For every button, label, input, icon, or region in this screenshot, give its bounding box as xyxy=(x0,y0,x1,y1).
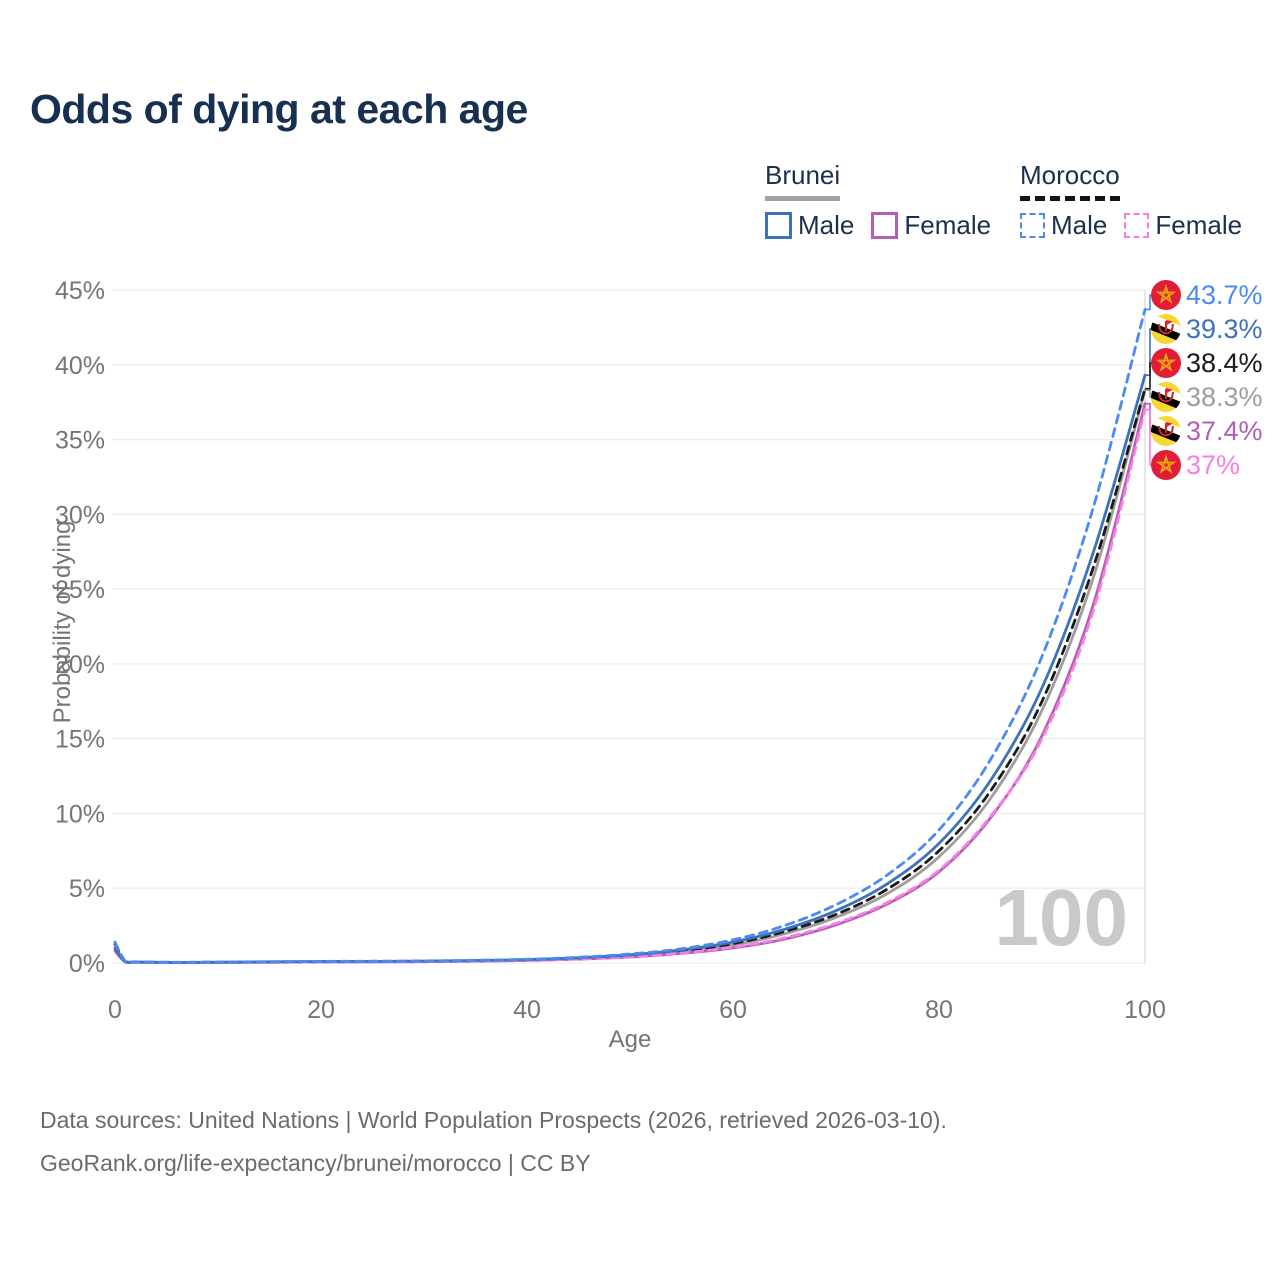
legend-item-label: Female xyxy=(1155,210,1243,240)
legend-item-label: Male xyxy=(1051,210,1108,240)
y-tick-label-40: 40% xyxy=(55,352,105,380)
x-tick-label-40: 40 xyxy=(513,996,541,1024)
y-tick-label-20: 20% xyxy=(55,651,105,679)
end-label-value-brunei-female: 37.4% xyxy=(1186,416,1263,446)
x-tick-label-20: 20 xyxy=(307,996,335,1024)
series-line-morocco-male[interactable] xyxy=(113,308,1147,964)
legend-item-morocco-male[interactable]: Male xyxy=(1020,210,1107,241)
legend-morocco-label[interactable]: Morocco xyxy=(1020,160,1120,201)
legend-brunei-label[interactable]: Brunei xyxy=(765,160,841,201)
flag-morocco-icon xyxy=(1150,347,1182,379)
x-tick-label-80: 80 xyxy=(925,996,953,1024)
y-tick-label-25: 25% xyxy=(55,576,105,604)
flag-morocco-icon xyxy=(1150,279,1182,311)
end-label-value-morocco-both: 38.4% xyxy=(1186,348,1263,378)
x-tick-label-100: 100 xyxy=(1124,996,1166,1024)
flag-brunei-icon xyxy=(1145,382,1188,412)
y-tick-label-0: 0% xyxy=(69,950,105,978)
data-sources-line: Data sources: United Nations | World Pop… xyxy=(40,1107,947,1133)
legend-morocco-items: Male Female xyxy=(1020,210,1242,241)
legend-group-morocco: Morocco Male Female xyxy=(1020,160,1242,241)
legend-item-brunei-female[interactable]: Female xyxy=(871,210,991,241)
y-axis-title: Probability of dying xyxy=(49,520,76,724)
legend-item-label: Female xyxy=(904,210,992,240)
flag-morocco-icon xyxy=(1150,449,1182,481)
y-tick-label-35: 35% xyxy=(55,427,105,455)
end-label-connector-brunei-male xyxy=(1145,328,1153,376)
flag-brunei-icon xyxy=(1145,314,1188,344)
series-line-brunei-both[interactable] xyxy=(113,388,1147,964)
end-label-value-brunei-both: 38.3% xyxy=(1186,382,1263,412)
legend-group-brunei: Brunei Male Female xyxy=(765,160,991,241)
flag-brunei-icon xyxy=(1145,416,1188,446)
hover-age-indicator: 100 xyxy=(994,873,1128,962)
y-tick-label-5: 5% xyxy=(69,875,105,903)
end-label-value-morocco-female: 37% xyxy=(1186,450,1240,480)
y-tick-label-10: 10% xyxy=(55,800,105,828)
brunei-male-swatch-icon xyxy=(765,212,792,239)
brunei-female-swatch-icon xyxy=(871,212,899,239)
page-title: Odds of dying at each age xyxy=(30,86,528,132)
series-line-morocco-female[interactable] xyxy=(113,408,1147,964)
end-label-value-brunei-male: 39.3% xyxy=(1186,314,1263,344)
y-tick-label-30: 30% xyxy=(55,501,105,529)
morocco-male-swatch-icon xyxy=(1020,213,1045,238)
legend-item-brunei-male[interactable]: Male xyxy=(765,210,854,241)
attribution-line: GeoRank.org/life-expectancy/brunei/moroc… xyxy=(40,1150,591,1176)
end-label-value-morocco-male: 43.7% xyxy=(1186,280,1263,310)
series-line-morocco-both[interactable] xyxy=(113,387,1147,964)
morocco-female-swatch-icon xyxy=(1124,213,1150,238)
legend-brunei-items: Male Female xyxy=(765,210,991,241)
legend-item-label: Male xyxy=(798,210,855,240)
x-tick-label-0: 0 xyxy=(108,996,122,1024)
y-tick-label-15: 15% xyxy=(55,726,105,754)
series-line-brunei-male[interactable] xyxy=(113,373,1147,964)
x-axis-title: Age xyxy=(608,1026,652,1053)
y-tick-label-45: 45% xyxy=(55,277,105,305)
x-tick-label-60: 60 xyxy=(719,996,747,1024)
end-label-connector-morocco-female xyxy=(1145,408,1153,466)
series-line-brunei-female[interactable] xyxy=(113,402,1147,965)
legend-item-morocco-female[interactable]: Female xyxy=(1124,210,1242,241)
footer: Data sources: United Nations | World Pop… xyxy=(40,1099,947,1185)
